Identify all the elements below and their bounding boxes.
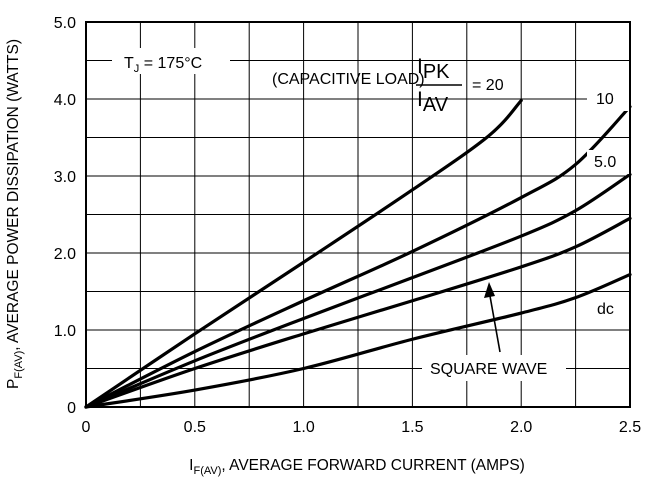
label-5-bg [587, 150, 629, 174]
y-tick-label: 5.0 [54, 15, 76, 32]
x-axis-title: IF(AV), AVERAGE FORWARD CURRENT (AMPS) [189, 457, 525, 477]
iav-sub: AV [423, 94, 449, 116]
curves [84, 98, 632, 409]
square-wave-arrow-head [484, 282, 495, 298]
ipk-label: IPK [417, 55, 450, 83]
y-tick-label: 3.0 [54, 169, 76, 186]
tj-annotation: TJ = 175°C [124, 55, 202, 75]
y-axis-title: PF(AV), AVERAGE POWER DISSIPATION (WATTS… [5, 39, 25, 389]
tj-label-bg [112, 48, 230, 74]
tj-rest: = 175°C [139, 55, 202, 72]
label-10-bg [587, 85, 629, 111]
capacitive-load-label: (CAPACITIVE LOAD) [272, 71, 425, 88]
x-tick-label: 2.5 [619, 419, 641, 436]
y-axis-title-main: P [5, 379, 22, 389]
y-axis-title-rest: , AVERAGE POWER DISSIPATION (WATTS) [5, 39, 22, 351]
x-tick-label: 0 [82, 419, 91, 436]
x-tick-label: 1.0 [292, 419, 314, 436]
y-tick-label: 0 [67, 400, 76, 417]
x-axis-title-rest: , AVERAGE FORWARD CURRENT (AMPS) [221, 457, 524, 474]
curve-square-wave [84, 216, 632, 409]
square-wave-bg [422, 355, 566, 381]
curve-ratio-5 [84, 172, 632, 409]
y-axis-title-sub: F(AV) [13, 351, 25, 379]
grid [86, 22, 630, 407]
x-tick-label: 0.5 [184, 419, 206, 436]
iav-main: I [417, 88, 423, 111]
ratio-10-label: 10 [596, 91, 614, 108]
iav-label: IAV [417, 88, 449, 116]
curve-ratio-20 [84, 98, 523, 409]
y-tick-label: 4.0 [54, 92, 76, 109]
tj-main: T [124, 55, 134, 72]
curve-dc [84, 272, 632, 409]
tick-labels: 0 0.5 1.0 1.5 2.0 2.5 0 1.0 2.0 3.0 4.0 5.0 [54, 15, 641, 436]
plot-frame [85, 21, 631, 408]
tj-sub: J [134, 63, 140, 75]
dc-label: dc [597, 301, 614, 318]
ratio-5-label: 5.0 [594, 154, 616, 171]
ipk-sub: PK [423, 61, 450, 83]
curve-ratio-10 [84, 105, 632, 409]
x-tick-label: 2.0 [510, 419, 532, 436]
square-wave-label: SQUARE WAVE [430, 361, 547, 378]
ratio-20-label: = 20 [472, 77, 504, 94]
y-tick-label: 2.0 [54, 246, 76, 263]
x-axis-title-main: I [189, 457, 193, 474]
x-tick-label: 1.5 [401, 419, 423, 436]
x-axis-title-sub: F(AV) [193, 465, 221, 477]
label-dc-bg [587, 297, 629, 321]
ipk-main: I [417, 55, 423, 78]
square-wave-arrow-line [489, 295, 501, 353]
y-tick-label: 1.0 [54, 323, 76, 340]
